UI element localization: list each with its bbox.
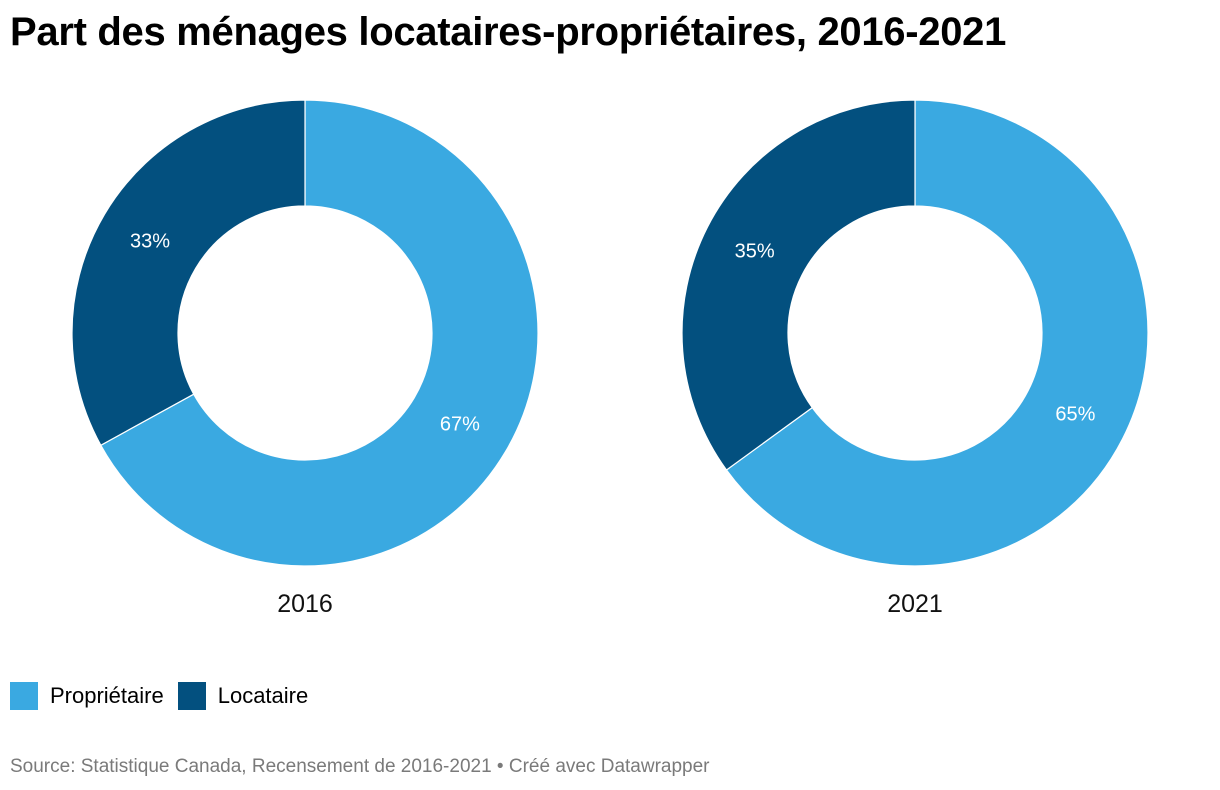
legend-item-proprietaire: Propriétaire: [10, 682, 164, 710]
chart-title: Part des ménages locataires-propriétaire…: [10, 10, 1007, 54]
chart-label-2021: 2021: [887, 590, 943, 618]
legend-label-proprietaire: Propriétaire: [50, 683, 164, 708]
donut-slice-2021-locataire: [681, 99, 916, 471]
donut-slice-2021-proprietaire: [725, 99, 1149, 567]
legend: Propriétaire Locataire: [10, 682, 308, 710]
slice-label-2016-locataire: 33%: [130, 230, 170, 252]
slice-label-2016-proprietaire: 67%: [440, 414, 480, 436]
legend-label-locataire: Locataire: [217, 683, 309, 708]
donut-slice-2016-proprietaire: [100, 99, 539, 567]
slice-label-2021-locataire: 35%: [735, 240, 775, 262]
legend-item-locataire: Locataire: [177, 682, 309, 710]
chart-label-2016: 2016: [277, 590, 333, 618]
slice-label-2021-proprietaire: 65%: [1055, 404, 1095, 426]
donut-slice-2016-locataire: [71, 99, 306, 447]
legend-swatch-proprietaire: [10, 682, 38, 710]
legend-swatch-locataire: [177, 682, 206, 710]
source-note: Source: Statistique Canada, Recensement …: [10, 756, 710, 777]
